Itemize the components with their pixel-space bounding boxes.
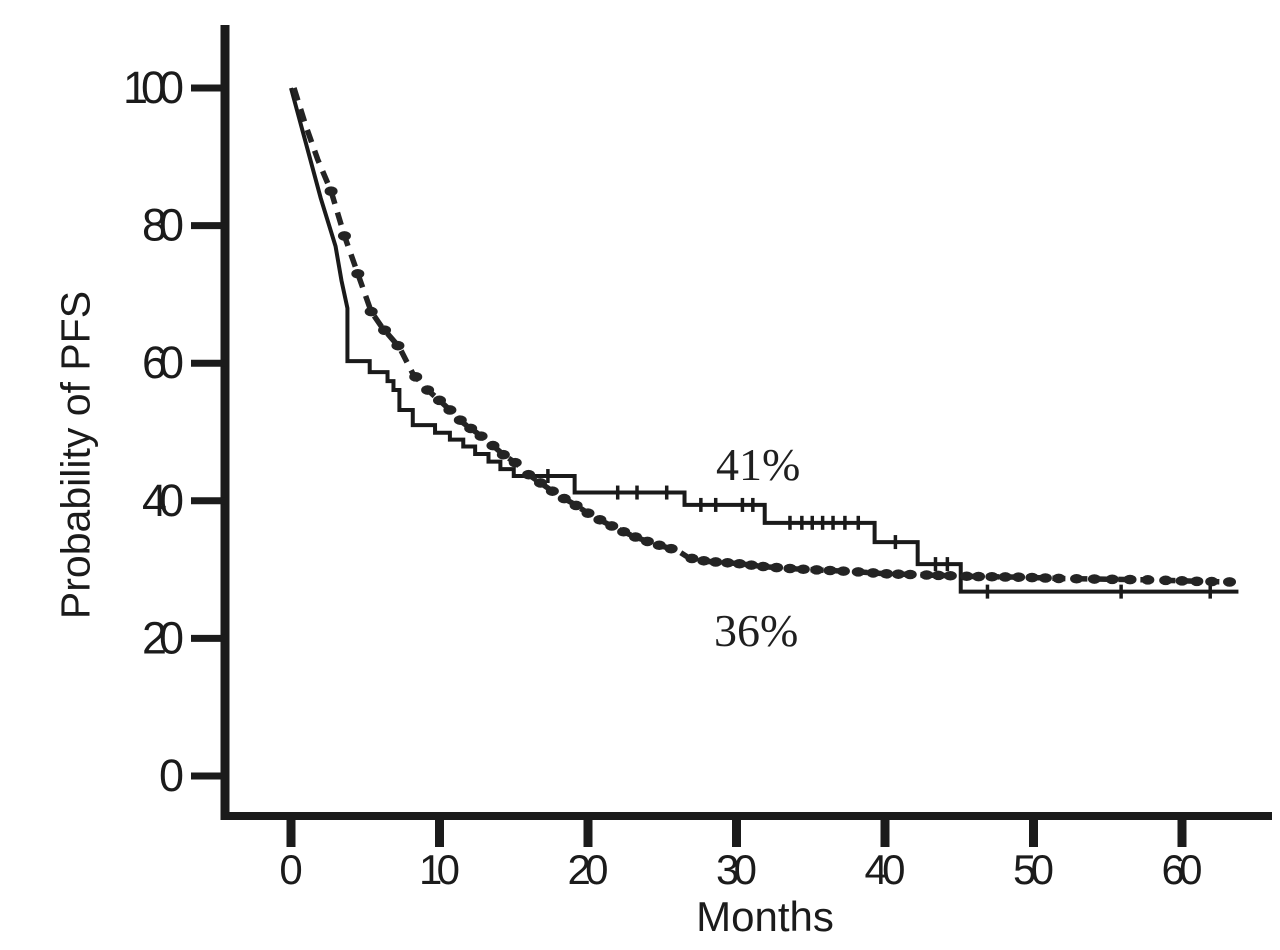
censor-marker [972, 571, 986, 582]
censor-marker [851, 567, 865, 577]
censor-marker [1223, 577, 1237, 587]
x-tick-label: 10 [419, 846, 460, 893]
annotation-solid-curve-percent: 41% [716, 439, 801, 490]
censor-marker [732, 558, 746, 569]
censor-marker [931, 570, 945, 581]
censor-marker [891, 569, 905, 579]
censor-marker [744, 560, 758, 570]
x-tick-label: 50 [1013, 846, 1054, 893]
y-tick-label: 20 [142, 612, 184, 663]
censor-marker [783, 563, 797, 574]
censor-marker [796, 564, 810, 575]
censor-marker [533, 478, 547, 488]
censor-marker [486, 440, 500, 451]
censor-marker [351, 268, 365, 279]
censor-marker [364, 306, 378, 317]
censor-marker [409, 372, 423, 382]
censor-marker [1175, 576, 1189, 586]
censor-marker [1087, 574, 1101, 584]
censor-marker [652, 540, 666, 551]
censor-marker [324, 186, 338, 196]
censor-marker [1159, 575, 1173, 586]
solid-curve [289, 87, 1239, 594]
censor-marker [998, 572, 1012, 582]
censor-marker [709, 557, 723, 567]
x-tick-label: 40 [865, 846, 906, 893]
annotation-dashed-curve-percent: 36% [714, 605, 799, 656]
censor-marker [1190, 576, 1204, 587]
x-tick-label: 60 [1162, 846, 1203, 893]
censor-marker [823, 565, 837, 576]
censor-marker [496, 449, 510, 460]
censor-marker [569, 500, 583, 511]
censor-marker [433, 395, 446, 406]
censor-marker [1205, 576, 1219, 587]
censor-marker [593, 514, 607, 525]
censor-marker [721, 557, 735, 568]
y-tick-label: 80 [142, 200, 184, 251]
censor-marker [770, 562, 784, 573]
censor-marker [685, 553, 699, 564]
censor-marker [1038, 573, 1052, 583]
x-tick-label: 30 [716, 846, 757, 893]
censor-marker [943, 570, 957, 581]
censor-marker [1025, 572, 1039, 583]
y-tick-label: 40 [142, 475, 184, 526]
x-tick-label: 20 [568, 846, 609, 893]
censor-marker [697, 555, 711, 566]
censor-marker [391, 340, 405, 351]
censor-marker [337, 231, 351, 241]
censor-marker [629, 532, 643, 542]
censor-marker [581, 508, 595, 518]
censor-marker [1070, 573, 1084, 584]
censor-marker [522, 469, 536, 480]
y-tick-label: 60 [142, 337, 184, 388]
censor-marker [1105, 574, 1119, 585]
censor-marker [508, 457, 522, 468]
censor-marker [557, 493, 571, 504]
censor-marker [1052, 573, 1066, 584]
y-tick-label: 100 [123, 62, 184, 113]
censor-marker [985, 571, 999, 582]
y-tick-label: 0 [159, 750, 184, 801]
censor-marker [474, 431, 488, 441]
censor-marker [903, 569, 917, 580]
censor-marker [640, 536, 654, 547]
censor-marker [866, 568, 880, 578]
censor-marker [545, 486, 559, 496]
censor-marker [836, 566, 850, 576]
censor-marker [810, 565, 824, 575]
censor-marker [879, 568, 893, 579]
x-tick-label: 0 [279, 846, 302, 893]
censor-marker [1012, 572, 1026, 582]
censor-marker [421, 385, 435, 395]
censor-marker [378, 325, 392, 335]
x-axis-title: Months [696, 893, 834, 940]
censor-marker [453, 415, 467, 425]
censor-marker [617, 526, 631, 537]
censor-marker [1123, 574, 1137, 585]
y-axis-title: Probability of PFS [52, 290, 99, 620]
censor-marker [443, 405, 457, 415]
censor-marker [464, 423, 478, 434]
censor-marker [664, 543, 678, 554]
censor-marker [960, 571, 974, 582]
censor-marker [756, 561, 770, 572]
censor-marker [605, 521, 619, 531]
censor-marker [920, 570, 934, 580]
censor-marker [1141, 575, 1155, 585]
